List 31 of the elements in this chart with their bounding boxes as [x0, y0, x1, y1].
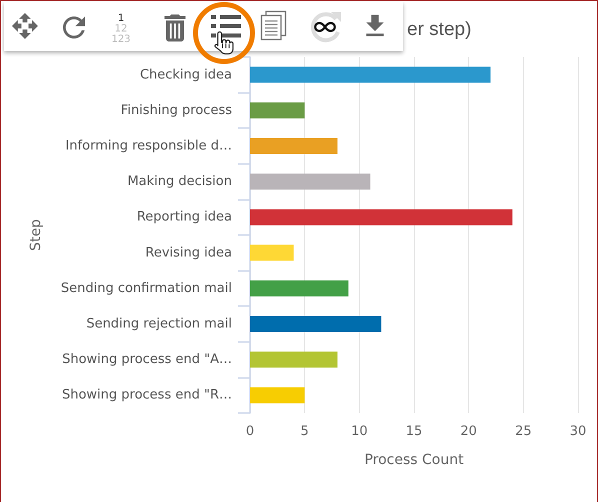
- bar: [250, 352, 338, 368]
- bar: [250, 387, 305, 404]
- x-tick-label: 20: [460, 424, 477, 439]
- bar: [250, 138, 338, 154]
- y-tick-label: Checking idea: [140, 67, 232, 82]
- y-tick-label: Informing responsible d…: [65, 138, 232, 154]
- x-tick-label: 25: [515, 424, 532, 439]
- y-tick-label: Revising idea: [145, 245, 232, 260]
- x-tick-label: 5: [300, 424, 309, 439]
- bar: [250, 102, 305, 118]
- x-tick-label: 15: [406, 424, 422, 439]
- bar: [250, 209, 512, 226]
- bar: [250, 174, 370, 190]
- x-tick-label: 10: [351, 424, 368, 439]
- y-tick-label: Showing process end "R…: [62, 388, 232, 403]
- x-tick-label: 0: [246, 424, 254, 439]
- x-tick-label: 30: [570, 424, 586, 439]
- y-tick-label: Sending confirmation mail: [60, 280, 232, 296]
- y-tick-label: Finishing process: [120, 102, 232, 118]
- chart-title: er step): [407, 19, 472, 40]
- x-axis-title: Process Count: [364, 452, 464, 468]
- bar: [250, 244, 294, 261]
- number-format-icon: 1 12 123: [111, 13, 131, 45]
- y-tick-label: Reporting idea: [136, 210, 232, 225]
- y-tick-label: Showing process end "A…: [62, 352, 232, 368]
- bar: [250, 66, 491, 83]
- bar: [250, 280, 348, 296]
- y-axis-title: Step: [28, 218, 44, 251]
- y-tick-label: Making decision: [127, 174, 232, 190]
- bar: [250, 316, 382, 332]
- y-tick-label: Sending rejection mail: [86, 316, 232, 332]
